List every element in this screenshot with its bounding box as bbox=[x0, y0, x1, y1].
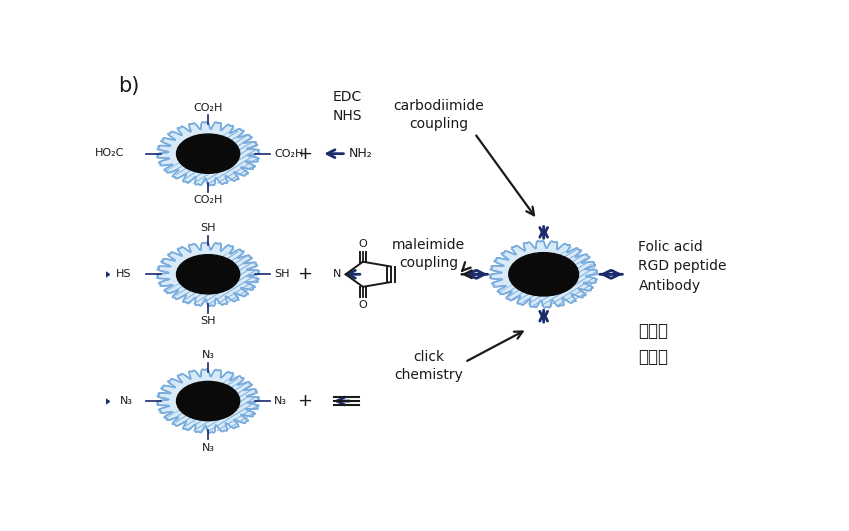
Text: O: O bbox=[358, 299, 368, 310]
Text: N₃: N₃ bbox=[120, 396, 133, 406]
Text: b): b) bbox=[118, 76, 139, 96]
Circle shape bbox=[509, 253, 578, 296]
Text: carbodiimide
coupling: carbodiimide coupling bbox=[393, 99, 484, 131]
Text: CO₂H: CO₂H bbox=[274, 149, 303, 159]
Text: SH: SH bbox=[200, 224, 216, 234]
Polygon shape bbox=[490, 241, 598, 308]
Polygon shape bbox=[157, 122, 259, 185]
Text: O: O bbox=[358, 239, 368, 249]
Text: N₃: N₃ bbox=[274, 396, 287, 406]
Text: click
chemistry: click chemistry bbox=[394, 350, 463, 382]
Text: +: + bbox=[297, 144, 312, 162]
Text: N₃: N₃ bbox=[201, 443, 215, 453]
Text: EDC
NHS: EDC NHS bbox=[333, 90, 363, 123]
Text: +: + bbox=[297, 392, 312, 410]
Circle shape bbox=[177, 134, 239, 173]
Text: SH: SH bbox=[200, 316, 216, 326]
Polygon shape bbox=[157, 369, 259, 433]
Text: CO₂H: CO₂H bbox=[194, 195, 222, 205]
Text: maleimide
coupling: maleimide coupling bbox=[392, 238, 465, 270]
Text: CO₂H: CO₂H bbox=[194, 103, 222, 113]
Text: Folic acid
RGD peptide
Antibody: Folic acid RGD peptide Antibody bbox=[638, 239, 727, 293]
Text: 生物靶
向分子: 生物靶 向分子 bbox=[638, 322, 668, 366]
Polygon shape bbox=[157, 243, 259, 306]
Text: N: N bbox=[334, 269, 341, 279]
Circle shape bbox=[177, 255, 239, 294]
Text: NH₂: NH₂ bbox=[349, 147, 373, 160]
Circle shape bbox=[177, 381, 239, 421]
Text: HO₂C: HO₂C bbox=[95, 148, 125, 158]
Text: N₃: N₃ bbox=[201, 350, 215, 360]
Text: +: + bbox=[297, 266, 312, 283]
Text: HS: HS bbox=[115, 269, 131, 279]
Text: SH: SH bbox=[274, 269, 290, 279]
